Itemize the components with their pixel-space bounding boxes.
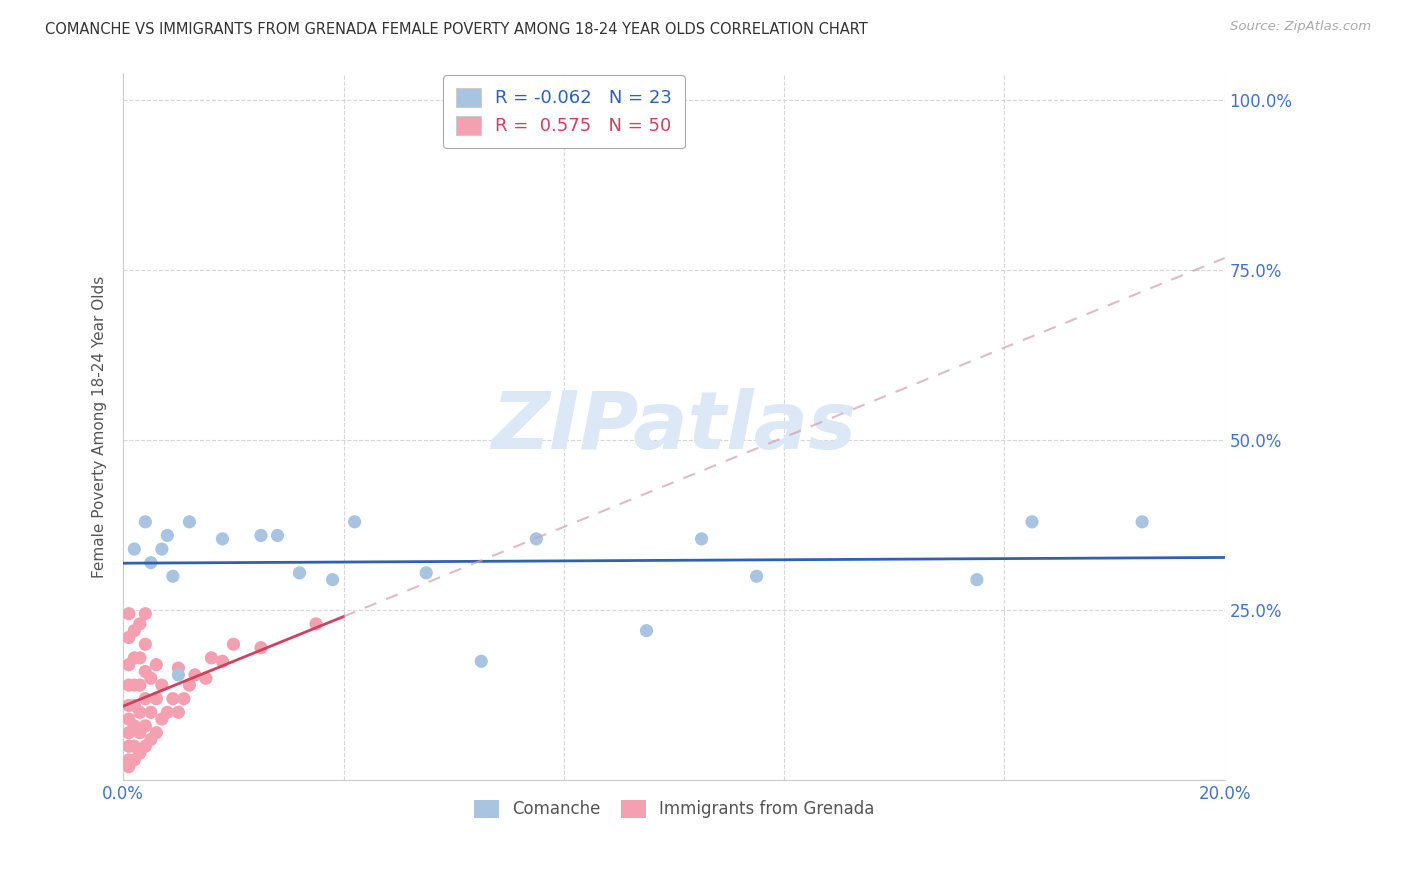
Point	[134, 739, 156, 754]
Point	[167, 706, 190, 720]
Point	[118, 698, 141, 713]
Point	[1130, 515, 1153, 529]
Point	[966, 573, 988, 587]
Point	[134, 515, 156, 529]
Point	[128, 746, 150, 760]
Point	[690, 532, 713, 546]
Point	[139, 671, 162, 685]
Point	[134, 691, 156, 706]
Point	[322, 573, 344, 587]
Point	[128, 706, 150, 720]
Point	[266, 528, 288, 542]
Point	[124, 719, 146, 733]
Point	[134, 665, 156, 679]
Point	[124, 753, 146, 767]
Point	[134, 719, 156, 733]
Point	[150, 712, 173, 726]
Point	[118, 607, 141, 621]
Point	[145, 691, 167, 706]
Point	[288, 566, 311, 580]
Point	[124, 678, 146, 692]
Point	[179, 678, 201, 692]
Point	[194, 671, 217, 685]
Point	[118, 725, 141, 739]
Point	[167, 668, 190, 682]
Point	[118, 753, 141, 767]
Point	[150, 542, 173, 557]
Point	[139, 706, 162, 720]
Text: ZIPatlas: ZIPatlas	[492, 388, 856, 466]
Point	[184, 668, 207, 682]
Point	[134, 607, 156, 621]
Point	[211, 532, 233, 546]
Point	[128, 616, 150, 631]
Point	[145, 657, 167, 672]
Text: COMANCHE VS IMMIGRANTS FROM GRENADA FEMALE POVERTY AMONG 18-24 YEAR OLDS CORRELA: COMANCHE VS IMMIGRANTS FROM GRENADA FEMA…	[45, 22, 868, 37]
Point	[200, 651, 222, 665]
Point	[124, 739, 146, 754]
Point	[118, 760, 141, 774]
Legend: Comanche, Immigrants from Grenada: Comanche, Immigrants from Grenada	[467, 793, 882, 825]
Point	[222, 637, 245, 651]
Text: Source: ZipAtlas.com: Source: ZipAtlas.com	[1230, 20, 1371, 33]
Point	[173, 691, 195, 706]
Point	[167, 661, 190, 675]
Y-axis label: Female Poverty Among 18-24 Year Olds: Female Poverty Among 18-24 Year Olds	[93, 276, 107, 578]
Point	[179, 515, 201, 529]
Point	[415, 566, 437, 580]
Point	[250, 528, 273, 542]
Point	[156, 528, 179, 542]
Point	[128, 678, 150, 692]
Point	[118, 631, 141, 645]
Point	[124, 624, 146, 638]
Point	[128, 725, 150, 739]
Point	[162, 691, 184, 706]
Point	[470, 654, 492, 668]
Point	[156, 706, 179, 720]
Point	[211, 654, 233, 668]
Point	[162, 569, 184, 583]
Point	[150, 678, 173, 692]
Point	[343, 515, 366, 529]
Point	[124, 651, 146, 665]
Point	[636, 624, 658, 638]
Point	[124, 698, 146, 713]
Point	[118, 678, 141, 692]
Point	[250, 640, 273, 655]
Point	[118, 739, 141, 754]
Point	[118, 712, 141, 726]
Point	[139, 556, 162, 570]
Point	[305, 616, 328, 631]
Point	[524, 532, 547, 546]
Point	[745, 569, 768, 583]
Point	[139, 732, 162, 747]
Point	[124, 542, 146, 557]
Point	[134, 637, 156, 651]
Point	[145, 725, 167, 739]
Point	[118, 657, 141, 672]
Point	[128, 651, 150, 665]
Point	[1021, 515, 1043, 529]
